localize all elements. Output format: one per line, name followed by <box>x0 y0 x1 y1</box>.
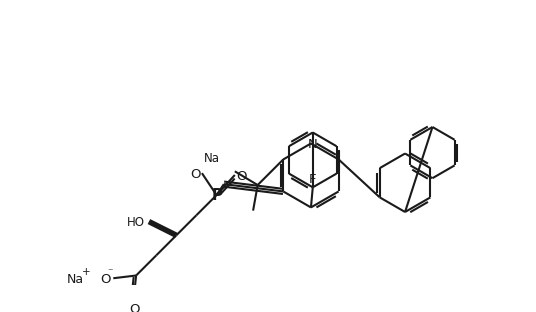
Text: Na: Na <box>204 152 220 165</box>
Text: O: O <box>236 170 247 183</box>
Text: N: N <box>308 138 318 151</box>
Text: Na: Na <box>66 273 84 286</box>
Text: O: O <box>129 303 139 312</box>
Text: HO: HO <box>127 216 145 229</box>
Text: +: + <box>81 267 90 277</box>
Text: F: F <box>309 173 317 186</box>
Text: O: O <box>190 168 201 182</box>
Text: P: P <box>211 188 222 202</box>
Text: ⁻: ⁻ <box>108 267 113 277</box>
Text: O: O <box>101 273 111 286</box>
